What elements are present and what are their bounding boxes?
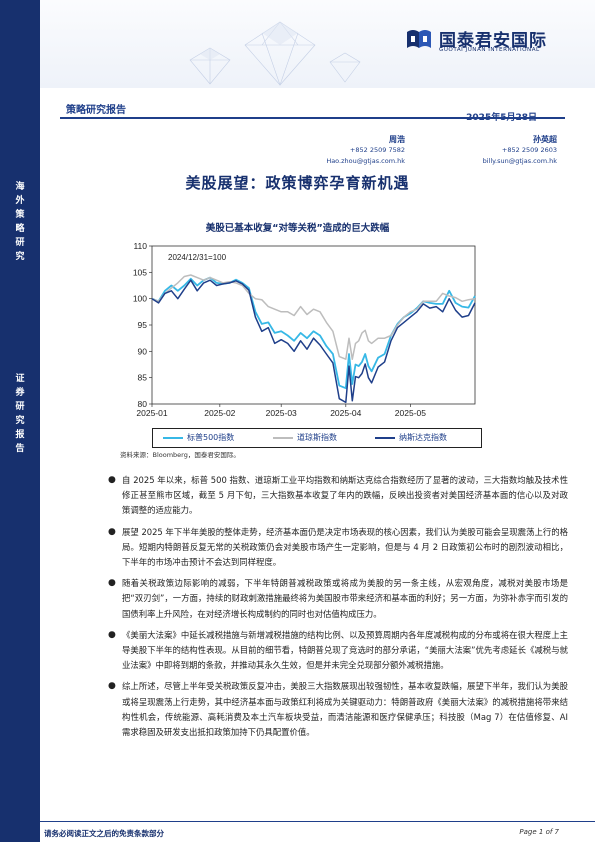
author-email[interactable]: Hao.zhou@gtjas.com.hk	[326, 157, 405, 165]
report-type: 策略研究报告	[66, 105, 126, 116]
legend-item-dow: 道琼斯指数	[273, 432, 337, 443]
bullet-icon: ●	[108, 526, 116, 537]
author-sun: 孙英超 +852 2509 2603 billy.sun@gtjas.com.h…	[483, 134, 557, 167]
diamond-decoration-graphic	[189, 21, 361, 86]
bullet-paragraph: ● 《美丽大法案》中延长减税措施与新增减税措施的结构比例、以及预算周期内各年度减税…	[108, 629, 568, 671]
index-line-chart: 80 85 90 95 100 105 110 2025-01 2025-02 2025-03 20…	[133, 241, 476, 418]
x-tick-label: 2025-02	[204, 408, 235, 418]
x-tick-label: 2025-01	[136, 408, 167, 418]
header-divider	[60, 117, 565, 119]
x-tick-label: 2025-05	[395, 408, 426, 418]
series-line-dow	[151, 274, 476, 360]
y-tick-label: 90	[138, 346, 148, 356]
sidebar-section-overseas-strategy: 海 外 策 略 研 究	[15, 182, 25, 262]
bullet-icon: ●	[108, 681, 116, 692]
author-email[interactable]: billy.sun@gtjas.com.hk	[482, 157, 557, 165]
legend-item-nasdaq: 纳斯达克指数	[375, 432, 447, 443]
y-tick-label: 105	[133, 267, 147, 277]
chart-source: 资料来源：Bloomberg，国泰君安国际。	[120, 451, 240, 459]
summary-bullets: ● 自 2025 年以来，标普 500 指数、道琼斯工业平均指数和纳斯达克综合指数…	[108, 473, 568, 746]
y-tick-label: 80	[138, 399, 148, 409]
page-number: Page 1 of 7	[519, 828, 559, 836]
report-title: 美股展望：政策博弈孕育新机遇	[185, 174, 410, 192]
brand-name-en: GUOTAI JUNAN INTERNATIONAL	[439, 47, 540, 53]
header-banner: 国泰君安国际 GUOTAI JUNAN INTERNATIONAL	[40, 0, 595, 88]
bullet-icon: ●	[108, 475, 116, 485]
author-zhou: 周浩 +852 2509 7582 Hao.zhou@gtjas.com.hk	[326, 134, 405, 167]
author-name: 孙英超	[533, 135, 557, 144]
chart-legend: 标普500指数 道琼斯指数 纳斯达克指数	[152, 428, 482, 448]
series-line-sp500	[151, 276, 476, 390]
bullet-paragraph: ● 随着关税政策边际影响的减弱，下半年特朗普减税政策或将成为美股的另一条主线，从宏…	[108, 578, 568, 619]
y-tick-label: 95	[138, 320, 148, 330]
legend-swatch-sp500	[163, 436, 183, 439]
brand-logo: 国泰君安国际 GUOTAI JUNAN INTERNATIONAL	[405, 26, 567, 56]
x-tick-label: 2025-03	[266, 408, 297, 418]
brand-name-cn: 国泰君安国际	[439, 31, 547, 51]
x-tick-label: 2025-04	[330, 408, 361, 418]
y-tick-label: 85	[138, 373, 148, 383]
bullet-paragraph: ● 综上所述，尽管上半年受关税政策反复冲击，美股三大指数展现出较强韧性，基本收复跌…	[108, 681, 568, 738]
legend-item-sp500: 标普500指数	[163, 432, 234, 443]
gtja-logo-icon	[407, 30, 431, 48]
left-sidebar: 海 外 策 略 研 究 证 券 研 究 报 告	[0, 0, 40, 842]
author-name: 周浩	[389, 135, 405, 144]
series-line-nasdaq	[151, 279, 476, 404]
legend-swatch-nasdaq	[375, 436, 395, 439]
sidebar-section-research-report: 证 券 研 究 报 告	[15, 374, 25, 454]
legend-swatch-dow	[273, 436, 293, 439]
bullet-icon: ●	[108, 578, 116, 589]
footer-disclaimer[interactable]: 请务必阅读正文之后的免责条款部分	[44, 829, 164, 838]
bullet-paragraph: ● 自 2025 年以来，标普 500 指数、道琼斯工业平均指数和纳斯达克综合指数…	[108, 475, 568, 516]
author-phone: +852 2509 7582	[349, 146, 405, 154]
chart-annotation: 2024/12/31=100	[168, 253, 227, 262]
bullet-paragraph: ● 展望 2025 年下半年美股的整体走势，经济基本面仍是决定市场表现的核心因素，…	[108, 526, 568, 568]
y-tick-label: 110	[133, 241, 147, 251]
y-tick-label: 100	[133, 294, 147, 304]
footer-divider	[40, 821, 595, 822]
bullet-icon: ●	[108, 629, 116, 640]
plot-frame	[151, 245, 476, 405]
chart-title: 美股已基本收复“对等关税”造成的巨大跌幅	[205, 223, 390, 234]
author-phone: +852 2509 2603	[501, 146, 557, 154]
